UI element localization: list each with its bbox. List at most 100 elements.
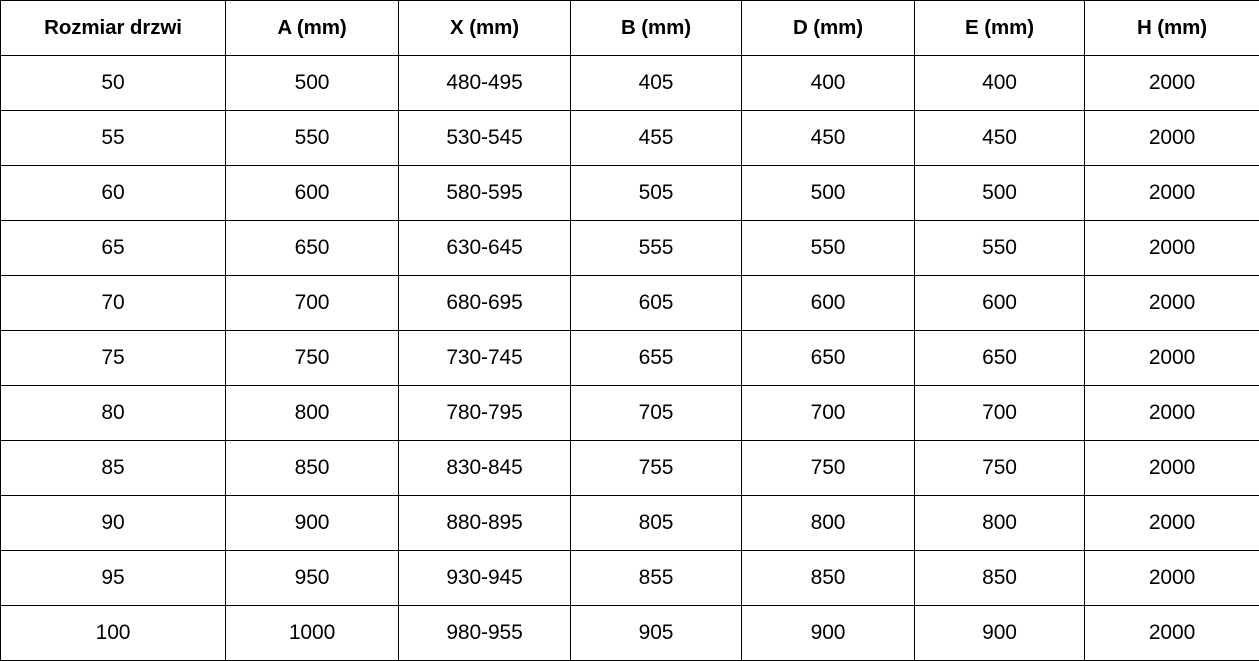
cell-x: 730-745 (399, 331, 571, 386)
cell-a: 650 (226, 221, 399, 276)
cell-a: 600 (226, 166, 399, 221)
cell-a: 750 (226, 331, 399, 386)
cell-b: 455 (571, 111, 742, 166)
table-row: 85 850 830-845 755 750 750 2000 (1, 441, 1259, 496)
cell-e: 650 (915, 331, 1085, 386)
cell-rozmiar-drzwi: 90 (1, 496, 226, 551)
table-row: 70 700 680-695 605 600 600 2000 (1, 276, 1259, 331)
column-header-e: E (mm) (915, 1, 1085, 56)
cell-e: 800 (915, 496, 1085, 551)
cell-b: 855 (571, 551, 742, 606)
cell-rozmiar-drzwi: 85 (1, 441, 226, 496)
cell-d: 600 (742, 276, 915, 331)
cell-x: 630-645 (399, 221, 571, 276)
cell-e: 700 (915, 386, 1085, 441)
cell-d: 400 (742, 56, 915, 111)
table-header: Rozmiar drzwi A (mm) X (mm) B (mm) D (mm… (1, 1, 1259, 56)
cell-x: 780-795 (399, 386, 571, 441)
table-row: 100 1000 980-955 905 900 900 2000 (1, 606, 1259, 661)
cell-a: 500 (226, 56, 399, 111)
cell-e: 550 (915, 221, 1085, 276)
cell-rozmiar-drzwi: 75 (1, 331, 226, 386)
cell-b: 805 (571, 496, 742, 551)
cell-e: 500 (915, 166, 1085, 221)
cell-d: 450 (742, 111, 915, 166)
table-row: 75 750 730-745 655 650 650 2000 (1, 331, 1259, 386)
cell-a: 950 (226, 551, 399, 606)
cell-a: 550 (226, 111, 399, 166)
cell-a: 1000 (226, 606, 399, 661)
table-row: 80 800 780-795 705 700 700 2000 (1, 386, 1259, 441)
cell-e: 400 (915, 56, 1085, 111)
cell-e: 450 (915, 111, 1085, 166)
cell-rozmiar-drzwi: 100 (1, 606, 226, 661)
column-header-rozmiar-drzwi: Rozmiar drzwi (1, 1, 226, 56)
cell-x: 980-955 (399, 606, 571, 661)
column-header-b: B (mm) (571, 1, 742, 56)
table-row: 50 500 480-495 405 400 400 2000 (1, 56, 1259, 111)
cell-x: 830-845 (399, 441, 571, 496)
table-row: 95 950 930-945 855 850 850 2000 (1, 551, 1259, 606)
cell-x: 680-695 (399, 276, 571, 331)
cell-a: 800 (226, 386, 399, 441)
column-header-x: X (mm) (399, 1, 571, 56)
cell-d: 500 (742, 166, 915, 221)
cell-x: 930-945 (399, 551, 571, 606)
cell-rozmiar-drzwi: 60 (1, 166, 226, 221)
cell-b: 505 (571, 166, 742, 221)
cell-e: 850 (915, 551, 1085, 606)
cell-b: 905 (571, 606, 742, 661)
cell-e: 900 (915, 606, 1085, 661)
cell-a: 700 (226, 276, 399, 331)
cell-h: 2000 (1085, 221, 1259, 276)
table-header-row: Rozmiar drzwi A (mm) X (mm) B (mm) D (mm… (1, 1, 1259, 56)
cell-rozmiar-drzwi: 70 (1, 276, 226, 331)
cell-h: 2000 (1085, 331, 1259, 386)
cell-h: 2000 (1085, 496, 1259, 551)
cell-b: 655 (571, 331, 742, 386)
cell-h: 2000 (1085, 111, 1259, 166)
cell-x: 880-895 (399, 496, 571, 551)
cell-h: 2000 (1085, 166, 1259, 221)
table-row: 90 900 880-895 805 800 800 2000 (1, 496, 1259, 551)
cell-rozmiar-drzwi: 80 (1, 386, 226, 441)
column-header-h: H (mm) (1085, 1, 1259, 56)
cell-b: 405 (571, 56, 742, 111)
cell-h: 2000 (1085, 606, 1259, 661)
cell-h: 2000 (1085, 386, 1259, 441)
cell-b: 705 (571, 386, 742, 441)
table-row: 65 650 630-645 555 550 550 2000 (1, 221, 1259, 276)
column-header-a: A (mm) (226, 1, 399, 56)
cell-d: 800 (742, 496, 915, 551)
cell-b: 555 (571, 221, 742, 276)
table-body: 50 500 480-495 405 400 400 2000 55 550 5… (1, 56, 1259, 661)
cell-h: 2000 (1085, 56, 1259, 111)
column-header-d: D (mm) (742, 1, 915, 56)
cell-d: 700 (742, 386, 915, 441)
table-row: 60 600 580-595 505 500 500 2000 (1, 166, 1259, 221)
cell-e: 750 (915, 441, 1085, 496)
cell-rozmiar-drzwi: 50 (1, 56, 226, 111)
cell-h: 2000 (1085, 276, 1259, 331)
cell-x: 480-495 (399, 56, 571, 111)
cell-rozmiar-drzwi: 55 (1, 111, 226, 166)
cell-x: 580-595 (399, 166, 571, 221)
cell-b: 605 (571, 276, 742, 331)
cell-d: 750 (742, 441, 915, 496)
cell-a: 850 (226, 441, 399, 496)
cell-a: 900 (226, 496, 399, 551)
cell-h: 2000 (1085, 441, 1259, 496)
cell-e: 600 (915, 276, 1085, 331)
cell-d: 850 (742, 551, 915, 606)
cell-rozmiar-drzwi: 65 (1, 221, 226, 276)
cell-d: 650 (742, 331, 915, 386)
cell-rozmiar-drzwi: 95 (1, 551, 226, 606)
cell-b: 755 (571, 441, 742, 496)
cell-d: 900 (742, 606, 915, 661)
table-row: 55 550 530-545 455 450 450 2000 (1, 111, 1259, 166)
cell-d: 550 (742, 221, 915, 276)
cell-x: 530-545 (399, 111, 571, 166)
cell-h: 2000 (1085, 551, 1259, 606)
